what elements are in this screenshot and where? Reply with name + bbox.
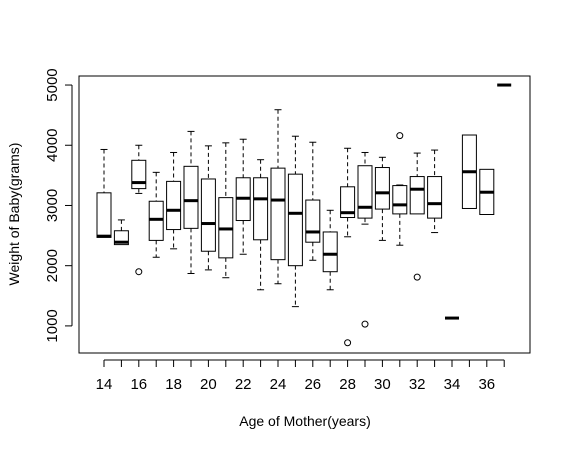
y-axis: 1000 2000 3000 4000 5000 [44,68,73,343]
box-iqr [374,167,390,210]
box-iqr [287,173,303,267]
x-tick-label: 16 [130,376,147,393]
box-age-25 [287,135,303,308]
box-age-19 [183,130,199,275]
box-iqr [183,165,199,229]
x-tick-label: 28 [339,376,356,393]
box-iqr [322,231,338,273]
box-age-23 [253,159,269,291]
y-tick-label: 4000 [44,129,61,162]
box-age-24 [270,109,286,285]
outlier-point [396,132,404,140]
x-axis: 14 16 18 20 22 24 26 28 30 32 34 36 [96,359,505,393]
outlier-point [135,268,143,276]
box-age-26 [305,141,321,261]
box-age-31 [392,132,408,246]
x-tick-label: 14 [96,376,113,393]
x-axis-label: Age of Mother(years) [239,413,371,429]
x-tick-label: 30 [374,376,391,393]
box-iqr [340,186,356,219]
x-tick-label: 18 [165,376,182,393]
y-tick-label: 2000 [44,249,61,282]
box-age-15 [113,219,129,246]
box-age-27 [322,209,338,291]
box-age-36 [479,168,495,216]
x-tick-label: 26 [304,376,321,393]
outlier-point [361,320,369,328]
box-age-29 [357,151,373,328]
box-age-18 [166,151,182,250]
boxes-group [96,83,512,347]
x-tick-label: 32 [409,376,426,393]
box-iqr [131,159,147,190]
x-tick-label: 24 [270,376,287,393]
outlier-point [344,339,352,347]
box-iqr [200,178,216,252]
box-age-28 [340,147,356,347]
box-age-16 [131,144,147,276]
x-tick-label: 20 [200,376,217,393]
box-iqr [392,185,408,215]
box-iqr [357,165,373,219]
box-age-22 [235,138,251,255]
y-tick-label: 1000 [44,309,61,342]
x-tick-label: 36 [478,376,495,393]
y-tick-label: 3000 [44,189,61,222]
box-age-33 [427,149,443,234]
box-age-21 [218,142,234,279]
box-iqr [270,167,286,261]
box-age-14 [96,148,112,238]
box-age-20 [200,145,216,271]
box-iqr [96,192,112,238]
box-age-35 [461,134,477,209]
box-iqr [148,200,164,241]
box-age-17 [148,171,164,258]
x-tick-label: 22 [235,376,252,393]
box-iqr [427,176,443,219]
outlier-point [413,273,421,281]
box-iqr [409,176,425,215]
x-tick-label: 34 [444,376,461,393]
y-axis-label: Weight of Baby(grams) [6,143,22,286]
box-age-32 [409,152,425,281]
plot-frame [78,75,531,354]
box-iqr [305,199,321,243]
box-iqr [166,180,182,231]
box-age-30 [374,156,390,241]
y-tick-label: 5000 [44,68,61,101]
box-iqr [253,177,269,241]
